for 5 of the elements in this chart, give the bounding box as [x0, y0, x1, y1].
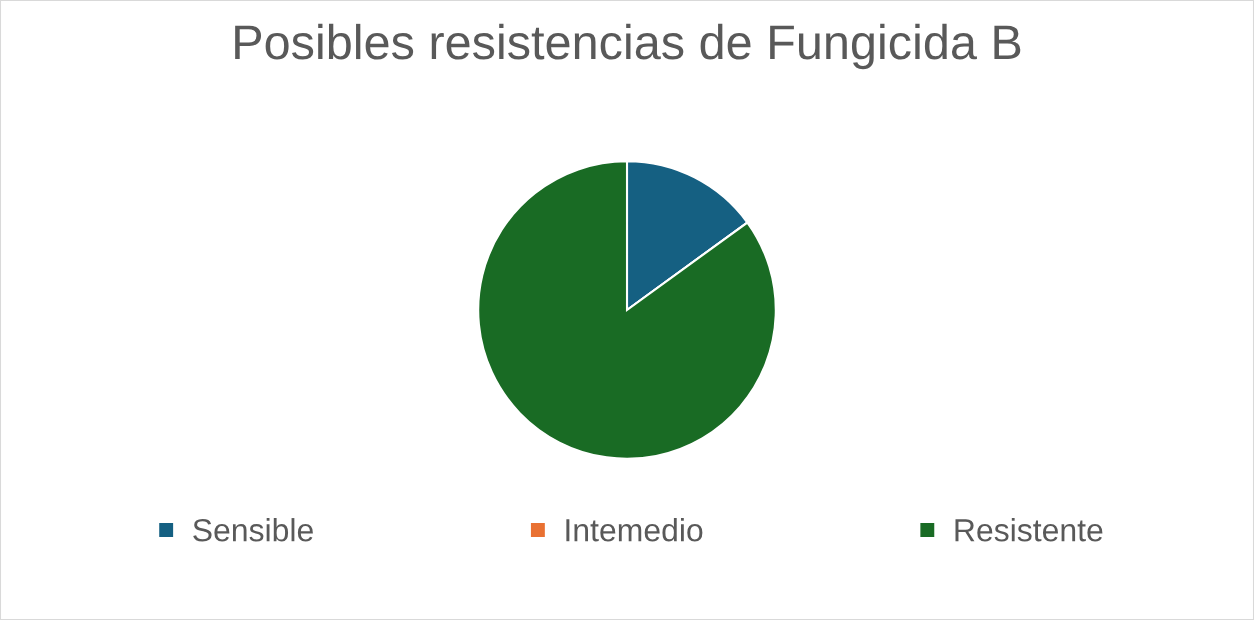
chart-title: Posibles resistencias de Fungicida B [235, 23, 1021, 70]
legend-label: Sensible [193, 518, 313, 542]
legend-label: Resistente [955, 518, 1103, 542]
legend-label: Intemedio [566, 518, 703, 542]
pie-slice [477, 160, 777, 460]
